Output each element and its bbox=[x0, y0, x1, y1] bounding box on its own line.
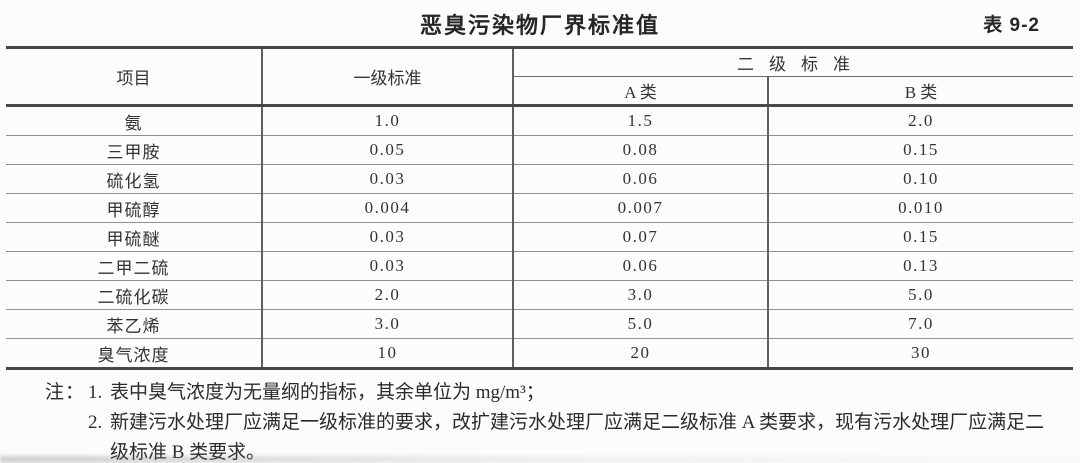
note-item: 2. 新建污水处理厂应满足一级标准的要求，改扩建污水处理厂应满足二级标准 A 类… bbox=[88, 408, 1050, 463]
page-title: 恶臭污染物厂界标准值 bbox=[419, 13, 660, 38]
item-name-cell: 三甲胺 bbox=[6, 135, 262, 165]
table-row: 甲硫醚 0.03 0.07 0.15 bbox=[6, 222, 1073, 252]
item-name-cell: 二甲二硫 bbox=[6, 251, 262, 281]
item-name-cell: 甲硫醇 bbox=[6, 193, 262, 223]
class-a-value-cell: 20 bbox=[512, 338, 768, 369]
item-name-cell: 氨 bbox=[6, 105, 262, 136]
table-row: 臭气浓度 10 20 30 bbox=[6, 338, 1073, 369]
level1-value-cell: 0.05 bbox=[261, 135, 513, 165]
item-name-cell: 二硫化碳 bbox=[6, 280, 262, 310]
class-b-value-cell: 30 bbox=[767, 338, 1073, 369]
class-a-value-cell: 0.06 bbox=[512, 251, 768, 281]
table-row: 苯乙烯 3.0 5.0 7.0 bbox=[6, 309, 1073, 339]
table-row: 硫化氢 0.03 0.06 0.10 bbox=[6, 164, 1073, 194]
class-b-value-cell: 0.10 bbox=[767, 164, 1073, 194]
class-a-value-cell: 0.007 bbox=[512, 193, 768, 223]
level1-value-cell: 0.03 bbox=[261, 222, 513, 252]
standards-table: 项目 一级标准 二级标准 A 类 B 类 氨 1.0 1.5 2.0 三甲胺 0… bbox=[6, 46, 1073, 370]
level1-value-cell: 2.0 bbox=[261, 280, 513, 310]
class-b-value-cell: 0.010 bbox=[767, 193, 1073, 223]
level1-value-cell: 10 bbox=[261, 338, 513, 369]
notes-label: 注： bbox=[45, 382, 86, 403]
class-a-value-cell: 3.0 bbox=[512, 280, 768, 310]
table-row: 二硫化碳 2.0 3.0 5.0 bbox=[6, 280, 1073, 310]
table-row: 甲硫醇 0.004 0.007 0.010 bbox=[6, 193, 1073, 223]
item-name-cell: 甲硫醚 bbox=[6, 222, 262, 252]
notes-section: 注： 1. 表中臭气浓度为无量纲的指标，其余单位为 mg/m³； 2. 新建污水… bbox=[45, 378, 1045, 463]
level1-value-cell: 3.0 bbox=[261, 309, 513, 339]
class-b-value-cell: 5.0 bbox=[767, 280, 1073, 310]
level1-value-cell: 0.03 bbox=[261, 164, 513, 194]
header-row-group: 项目 一级标准 二级标准 bbox=[6, 47, 1073, 107]
class-b-value-cell: 0.15 bbox=[767, 135, 1073, 165]
level1-value-cell: 0.004 bbox=[261, 193, 513, 223]
class-b-value-cell: 0.13 bbox=[767, 251, 1073, 281]
header-cell-class-a: A 类 bbox=[512, 76, 768, 107]
note-text: 新建污水处理厂应满足一级标准的要求，改扩建污水处理厂应满足二级标准 A 类要求，… bbox=[110, 412, 1045, 463]
class-a-value-cell: 0.08 bbox=[512, 135, 768, 165]
note-number: 2. bbox=[88, 412, 103, 433]
item-name-cell: 臭气浓度 bbox=[6, 338, 262, 369]
header-row-sub: A 类 B 类 bbox=[6, 76, 1073, 107]
class-b-value-cell: 0.15 bbox=[767, 222, 1073, 252]
level1-value-cell: 0.03 bbox=[261, 251, 513, 281]
class-a-value-cell: 0.06 bbox=[512, 164, 768, 194]
table-row: 氨 1.0 1.5 2.0 bbox=[6, 105, 1073, 136]
table-row: 二甲二硫 0.03 0.06 0.13 bbox=[6, 251, 1073, 281]
class-a-value-cell: 0.07 bbox=[512, 222, 768, 252]
note-item: 1. 表中臭气浓度为无量纲的指标，其余单位为 mg/m³； bbox=[88, 378, 1050, 408]
note-text: 表中臭气浓度为无量纲的指标，其余单位为 mg/m³； bbox=[110, 382, 545, 403]
table-row: 三甲胺 0.05 0.08 0.15 bbox=[6, 135, 1073, 165]
class-b-value-cell: 7.0 bbox=[767, 309, 1073, 339]
level1-value-cell: 1.0 bbox=[261, 105, 513, 136]
class-b-value-cell: 2.0 bbox=[767, 105, 1073, 136]
header-cell-level1: 一级标准 bbox=[261, 47, 513, 107]
class-a-value-cell: 5.0 bbox=[512, 309, 768, 339]
header-cell-class-b: B 类 bbox=[767, 76, 1073, 107]
header-cell-level2-group: 二级标准 bbox=[512, 47, 1073, 77]
item-name-cell: 硫化氢 bbox=[6, 164, 262, 194]
page-edge-shadow bbox=[0, 456, 1080, 463]
item-name-cell: 苯乙烯 bbox=[6, 309, 262, 339]
table-number-label: 表 9-2 bbox=[983, 15, 1040, 36]
class-a-value-cell: 1.5 bbox=[512, 105, 768, 136]
header-cell-item: 项目 bbox=[6, 47, 262, 107]
note-number: 1. bbox=[88, 382, 103, 403]
